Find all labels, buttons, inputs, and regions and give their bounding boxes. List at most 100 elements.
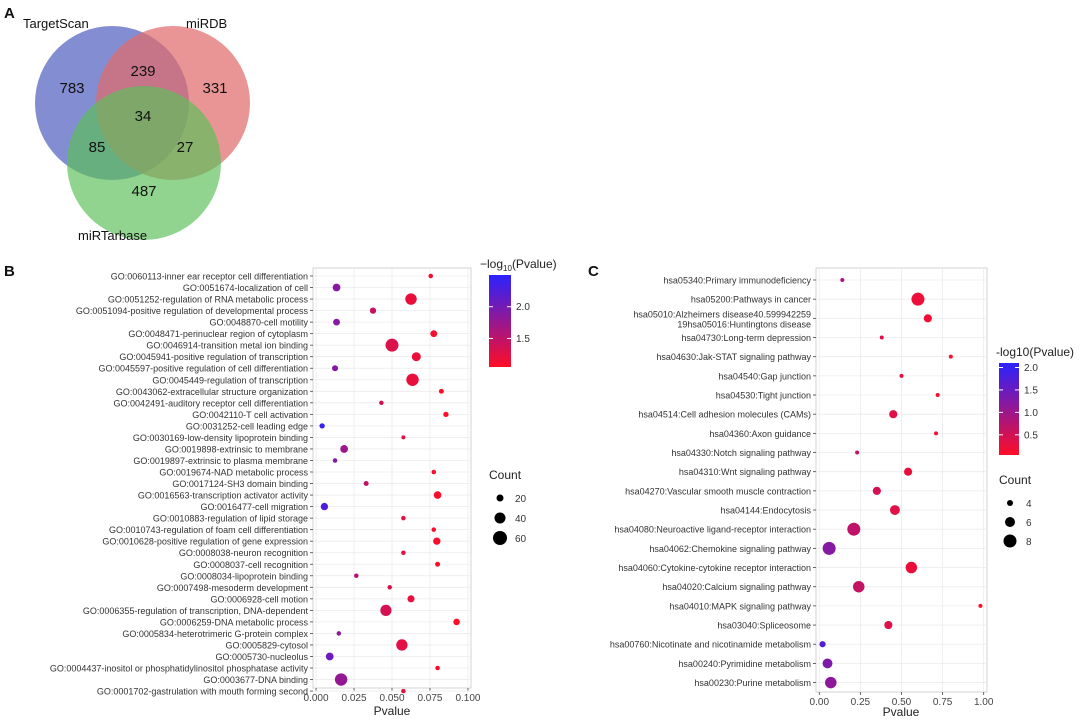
venn-count-targetscan-mirtarbase: 85 <box>89 139 106 156</box>
plot-c-point <box>904 467 913 476</box>
legend-b-size-dot <box>493 531 507 545</box>
plot-c-point <box>819 641 826 648</box>
plot-b-category-label: GO:0010883-regulation of lipid storage <box>153 514 308 524</box>
legend-c-color-title: -log10(Pvalue) <box>996 345 1074 359</box>
plot-c-area: 0.00 0.25 0.50 0.75 1.00 hsa05340:Primary imm… <box>610 268 994 708</box>
plot-b-category-label: GO:0016477-cell migration <box>200 502 308 512</box>
plot-b-category-label: GO:0042110-T cell activation <box>192 410 308 420</box>
legend-c-size-dot <box>1003 534 1017 548</box>
plot-c-category-label: hsa05010:Alzheimers disease40.599942259 <box>633 309 811 319</box>
plot-b-point <box>453 618 460 626</box>
plot-b-category-label: GO:0017124-SH3 domain binding <box>172 479 308 489</box>
plot-b-category-label: GO:0016563-transcription activator activ… <box>138 491 309 501</box>
plot-c-point <box>911 292 925 306</box>
plot-c-category-label: hsa04630:Jak-STAT signaling pathway <box>656 352 811 362</box>
plot-b-point <box>411 352 421 362</box>
plot-c-category-label: hsa00240:Pyrimidine metabolism <box>678 659 811 669</box>
plot-b-x-tick-label: 0.075 <box>417 693 442 704</box>
legend-c-size-dot <box>1005 517 1015 527</box>
plot-c-x-tick-label: 0.25 <box>851 697 871 708</box>
plot-b-x-tick-label: 0.025 <box>342 693 367 704</box>
legend-b-size-dot <box>494 512 506 524</box>
panel-a: A TargetScan miRDB miRTarbase 783 331 48… <box>4 5 250 243</box>
plot-b-point <box>443 411 449 418</box>
plot-b-point <box>332 458 338 463</box>
plot-b-category-label: GO:0005730-nucleolus <box>215 652 308 662</box>
plot-c-point <box>822 541 836 555</box>
legend-c-size-keys: 4 6 8 <box>1003 499 1032 548</box>
plot-c-category-label: hsa04730:Long-term depression <box>681 333 811 343</box>
venn-circle-mirtarbase <box>67 86 221 240</box>
legend-b-size-label: 40 <box>515 514 527 525</box>
plot-b-point <box>336 631 342 636</box>
plot-b-category-label: GO:0060113-inner ear receptor cell diffe… <box>111 272 308 282</box>
legend-c-tick-label: 0.5 <box>1024 430 1038 441</box>
plot-b-category-label: GO:0003677-DNA binding <box>203 675 308 685</box>
plot-b-category-label: GO:0006259-DNA metabolic process <box>160 617 309 627</box>
plot-c-point <box>923 314 932 323</box>
plot-b-category-label: GO:0010628-positive regulation of gene e… <box>102 537 308 547</box>
venn-count-mirtarbase-only: 487 <box>131 183 156 200</box>
venn-set-label-mirtarbase: miRTarbase <box>78 228 147 243</box>
legend-b-size-keys: 20 40 60 <box>493 494 527 545</box>
plot-c-x-tick-label: 0.75 <box>933 697 953 708</box>
legend-c-size-dot <box>1007 500 1013 506</box>
plot-b-category-label: GO:0004437-inositol or phosphatidylinosi… <box>50 664 309 674</box>
plot-c-category-label: hsa04310:Wnt signaling pathway <box>679 467 812 477</box>
plot-b-point <box>396 639 408 651</box>
plot-c-category-label: hsa05340:Primary immunodeficiency <box>663 276 811 286</box>
plot-c-point <box>879 335 884 340</box>
plot-c-category-label: hsa04010:MAPK signaling pathway <box>669 601 811 611</box>
plot-b-category-label: GO:0048870-cell motility <box>209 318 308 328</box>
plot-b-category-label: GO:0051674-localization of cell <box>183 283 308 293</box>
plot-b-point <box>433 491 442 499</box>
plot-c-category-label: hsa04020:Calcium signaling pathway <box>662 582 811 592</box>
plot-c-point <box>847 522 861 536</box>
venn-count-targetscan-mirdb: 239 <box>130 63 155 80</box>
plot-b-category-label: GO:0045941-positive regulation of transc… <box>119 352 308 362</box>
plot-c-point <box>889 410 898 419</box>
plot-b-point <box>340 445 349 453</box>
plot-c-x-tick-label: 0.00 <box>810 697 830 708</box>
plot-b-category-label: GO:0043062-extracellular structure organ… <box>116 387 308 397</box>
plot-c-x-tick-label: 1.00 <box>974 697 994 708</box>
plot-b-x-tick-label: 0.100 <box>455 693 480 704</box>
plot-c-category-label: hsa04144:Endocytosis <box>720 506 811 516</box>
venn-set-label-mirdb: miRDB <box>186 16 227 31</box>
plot-c-point <box>822 658 833 669</box>
plot-c-point <box>840 278 845 282</box>
plot-b-point <box>333 318 340 326</box>
plot-b-category-label: GO:0019897-extrinsic to plasma membrane <box>133 456 308 466</box>
plot-b-point <box>435 665 440 671</box>
venn-set-label-targetscan: TargetScan <box>23 16 89 31</box>
plot-b-x-tick-label: 0.000 <box>304 693 329 704</box>
legend-b-colorbar <box>489 275 511 367</box>
panel-a-label: A <box>4 5 15 22</box>
plot-c-point <box>934 431 939 436</box>
plot-b-point <box>401 550 406 555</box>
plot-c-point <box>855 450 860 455</box>
plot-b-category-label: GO:0019898-extrinsic to membrane <box>165 444 308 454</box>
plot-b-x-title: Pvalue <box>374 704 411 718</box>
plot-c-point <box>948 354 953 359</box>
venn-count-targetscan-only: 783 <box>59 80 84 97</box>
plot-b-category-label: GO:0048471-perinuclear region of cytopla… <box>128 329 308 339</box>
legend-c-tick-label: 1.5 <box>1024 385 1038 396</box>
plot-c-x-tick-label: 0.50 <box>892 697 912 708</box>
plot-b-point <box>407 595 415 603</box>
plot-c-point <box>889 505 900 515</box>
plot-b-point <box>401 515 406 521</box>
plot-b-point <box>332 365 339 372</box>
plot-b-category-label: GO:0006355-regulation of transcription, … <box>83 606 309 616</box>
legend-b-color-ticks: 2.0 1.5 <box>489 302 530 345</box>
plot-c-category-label: hsa05200:Pathways in cancer <box>691 295 811 305</box>
plot-b-point <box>387 585 392 590</box>
legend-b-size-title: Count <box>489 468 522 482</box>
plot-c-category-label: hsa04540:Gap junction <box>718 371 811 381</box>
plot-c-point <box>853 580 865 593</box>
plot-b-category-label: GO:0046914-transition metal ion binding <box>146 341 308 351</box>
legend-c-size-label: 6 <box>1026 518 1032 529</box>
plot-b-x-tick-label: 0.050 <box>379 693 404 704</box>
plot-c-category-label: hsa04270:Vascular smooth muscle contract… <box>625 486 811 496</box>
plot-b-category-label: GO:0030169-low-density lipoprotein bindi… <box>133 433 308 443</box>
